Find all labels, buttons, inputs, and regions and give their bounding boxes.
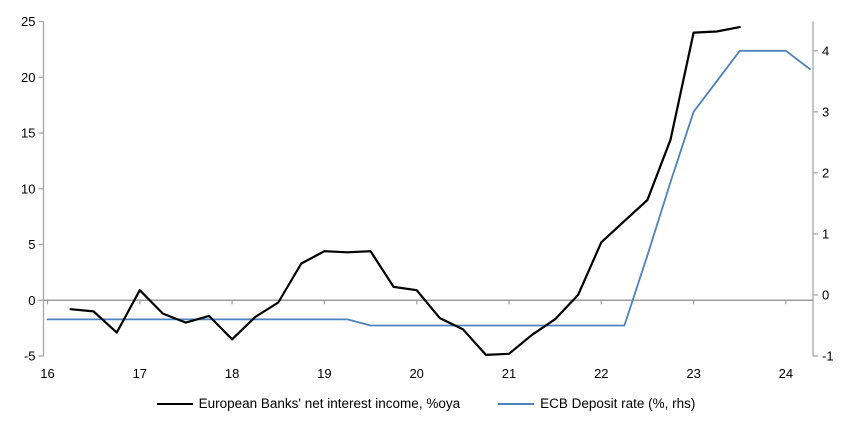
axis-tick-label: 4 xyxy=(822,43,829,58)
legend-item-ecb-deposit-rate: ECB Deposit rate (%, rhs) xyxy=(498,396,695,411)
axis-tick-label: 20 xyxy=(21,70,35,85)
series-line-0 xyxy=(69,26,741,356)
axis-tick-label: 10 xyxy=(21,181,35,196)
axis-tick-label: 25 xyxy=(21,14,35,29)
axis-tick-label: 5 xyxy=(28,237,35,252)
axis-tick-label: 0 xyxy=(28,293,35,308)
axis-tick-label: 24 xyxy=(779,366,793,381)
axis-tick-label: 1 xyxy=(822,226,829,241)
axis-tick-label: 21 xyxy=(502,366,516,381)
axis-tick-label: 18 xyxy=(225,366,239,381)
axis-tick-label: 16 xyxy=(40,366,54,381)
axis-tick-label: 0 xyxy=(822,287,829,302)
chart-legend: European Banks' net interest income, %oy… xyxy=(0,396,852,411)
axis-tick-label: 15 xyxy=(21,126,35,141)
axis-tick-label: -5 xyxy=(24,349,36,364)
right-axis: 4 3 2 1 0 -1 xyxy=(812,21,834,364)
legend-item-net-interest-income: European Banks' net interest income, %oy… xyxy=(156,396,461,411)
legend-label-ecb-deposit-rate: ECB Deposit rate (%, rhs) xyxy=(540,396,696,411)
axis-tick-label: -1 xyxy=(822,349,834,364)
axis-tick-label: 23 xyxy=(686,366,700,381)
left-axis: 25 20 15 10 5 0 -5 xyxy=(21,14,45,364)
legend-black-line-icon xyxy=(156,402,193,405)
axis-tick-label: 19 xyxy=(317,366,331,381)
axis-tick-label: 3 xyxy=(822,104,829,119)
x-axis-labels: 16 17 18 19 20 21 22 23 24 xyxy=(40,366,793,381)
legend-label-net-interest-income: European Banks' net interest income, %oy… xyxy=(198,396,461,411)
axis-tick-label: 17 xyxy=(133,366,147,381)
series-line-1 xyxy=(46,49,811,327)
axis-tick-label: 22 xyxy=(594,366,608,381)
axis-tick-label: 20 xyxy=(409,366,423,381)
legend-blue-line-icon xyxy=(498,402,535,405)
zero-line xyxy=(43,299,813,305)
axis-tick-label: 2 xyxy=(822,165,829,180)
